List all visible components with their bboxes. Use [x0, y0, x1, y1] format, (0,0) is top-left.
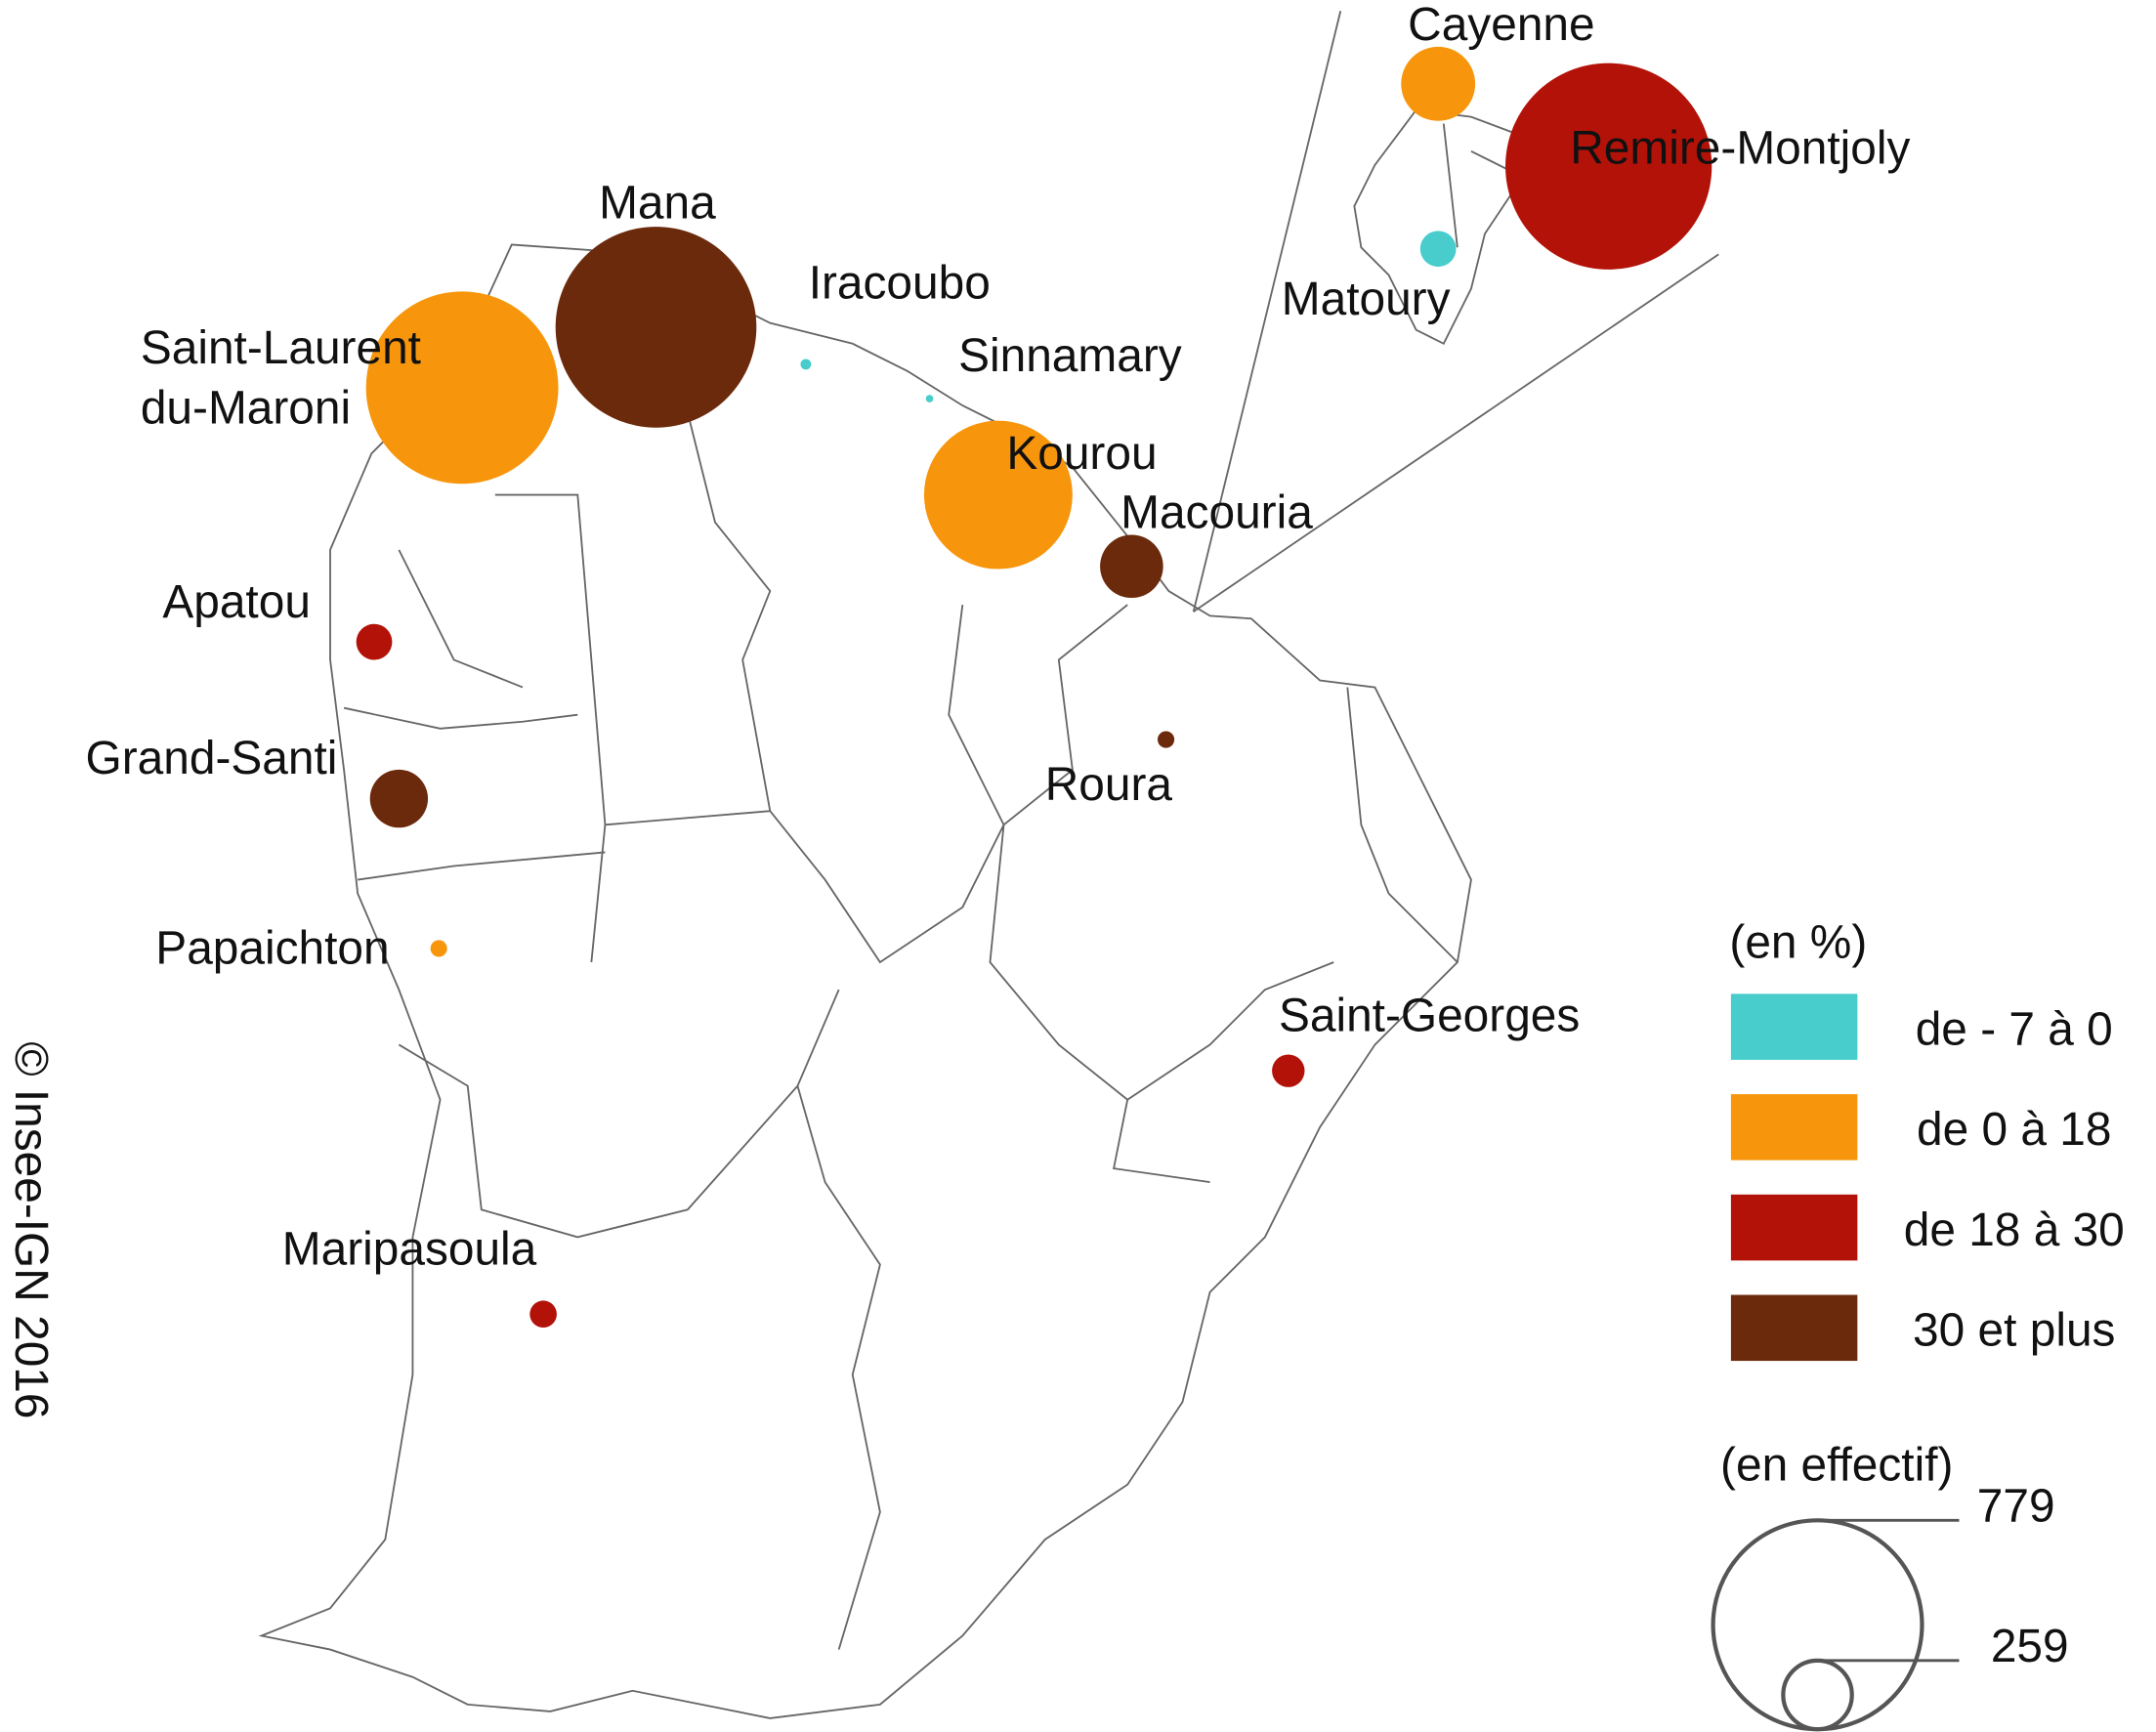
legend-size-circle — [1711, 1518, 1924, 1732]
commune-label: Grand-Santi — [86, 733, 338, 784]
legend-title: (en %) — [1729, 917, 1867, 969]
commune-label: Roura — [1045, 759, 1173, 811]
commune-bubble — [925, 395, 934, 402]
commune-bubble — [365, 291, 559, 485]
legend-title: (en effectif) — [1720, 1439, 1953, 1491]
legend-label: de 0 à 18 — [1917, 1104, 2111, 1156]
legend-swatch — [1730, 1094, 1858, 1161]
legend-size-label: 779 — [1977, 1481, 2055, 1533]
legend-label: de - 7 à 0 — [1916, 1003, 2113, 1055]
commune-bubble — [430, 940, 447, 957]
commune-bubble — [923, 420, 1073, 570]
legend: (en %) de - 7 à 0 de 0 à 18 de 18 à 30 30 et… — [1711, 917, 2125, 1732]
legend-size-label: 259 — [1991, 1621, 2069, 1672]
legend-label: 30 et plus — [1913, 1305, 2115, 1357]
commune-bubble — [356, 623, 393, 660]
commune-bubble — [1100, 534, 1163, 599]
commune-bubble — [529, 1300, 557, 1329]
commune-bubble — [1505, 63, 1712, 270]
commune-label: Kourou — [1006, 428, 1157, 480]
commune-label: Maripasoula — [282, 1224, 537, 1276]
commune-label: Apatou — [162, 576, 311, 628]
commune-label: Remire-Montjoly — [1570, 122, 1910, 174]
commune-label: Papaichton — [155, 922, 389, 974]
commune-bubble — [1157, 731, 1175, 748]
commune-bubble — [1272, 1054, 1305, 1087]
bubbles — [356, 46, 1712, 1329]
copyright: © Insee-IGN 2016 — [5, 1041, 57, 1418]
legend-swatch — [1730, 993, 1858, 1060]
commune-bubble — [555, 227, 757, 428]
commune-label: Sinnamary — [958, 330, 1182, 382]
commune-label: Saint-Georges — [1279, 990, 1580, 1041]
commune-bubble — [1419, 231, 1457, 268]
commune-label: Macouria — [1120, 486, 1313, 538]
commune-bubble — [800, 359, 812, 370]
commune-label: Cayenne — [1408, 0, 1594, 51]
commune-bubble — [1401, 46, 1476, 121]
commune-label: Mana — [599, 178, 716, 230]
legend-label: de 18 à 30 — [1904, 1204, 2125, 1256]
commune-label: Matoury — [1282, 274, 1451, 325]
commune-label: Iracoubo — [809, 257, 991, 309]
labels: Saint-Laurent du-Maroni Mana Iracoubo Sinnam… — [86, 0, 1911, 1276]
commune-label: Saint-Laurent du-Maroni — [141, 321, 421, 434]
legend-swatch — [1730, 1194, 1858, 1261]
legend-size-circle — [1781, 1658, 1854, 1732]
commune-bubble — [369, 769, 429, 828]
legend-swatch — [1730, 1294, 1858, 1362]
